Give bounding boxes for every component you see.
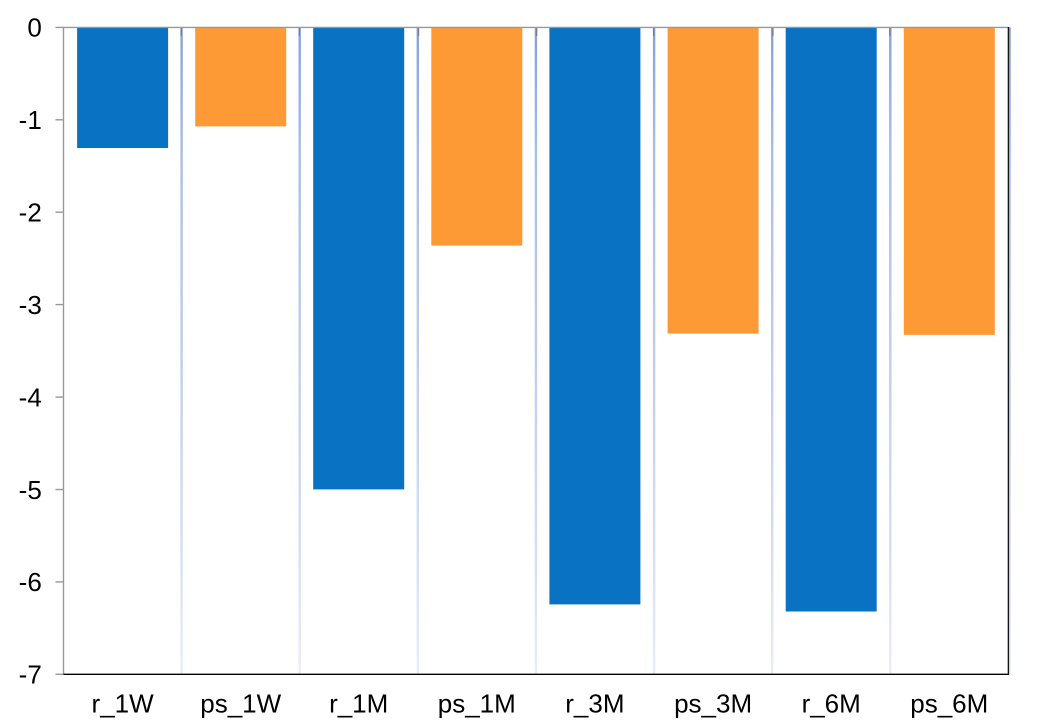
svg-text:ps_1M: ps_1M bbox=[438, 689, 516, 719]
svg-text:ps_1W: ps_1W bbox=[200, 689, 281, 719]
svg-text:-6: -6 bbox=[19, 567, 42, 597]
svg-text:-1: -1 bbox=[19, 105, 42, 135]
svg-text:r_1M: r_1M bbox=[329, 689, 388, 719]
svg-text:-7: -7 bbox=[19, 660, 42, 690]
svg-text:ps_3M: ps_3M bbox=[674, 689, 752, 719]
svg-text:r_6M: r_6M bbox=[802, 689, 861, 719]
svg-text:r_3M: r_3M bbox=[565, 689, 624, 719]
svg-text:-4: -4 bbox=[19, 382, 42, 412]
svg-text:ps_6M: ps_6M bbox=[910, 689, 988, 719]
svg-text:-2: -2 bbox=[19, 198, 42, 228]
svg-text:0: 0 bbox=[27, 13, 41, 43]
svg-text:r_1W: r_1W bbox=[92, 689, 155, 719]
svg-text:-3: -3 bbox=[19, 290, 42, 320]
svg-text:-5: -5 bbox=[19, 475, 42, 505]
